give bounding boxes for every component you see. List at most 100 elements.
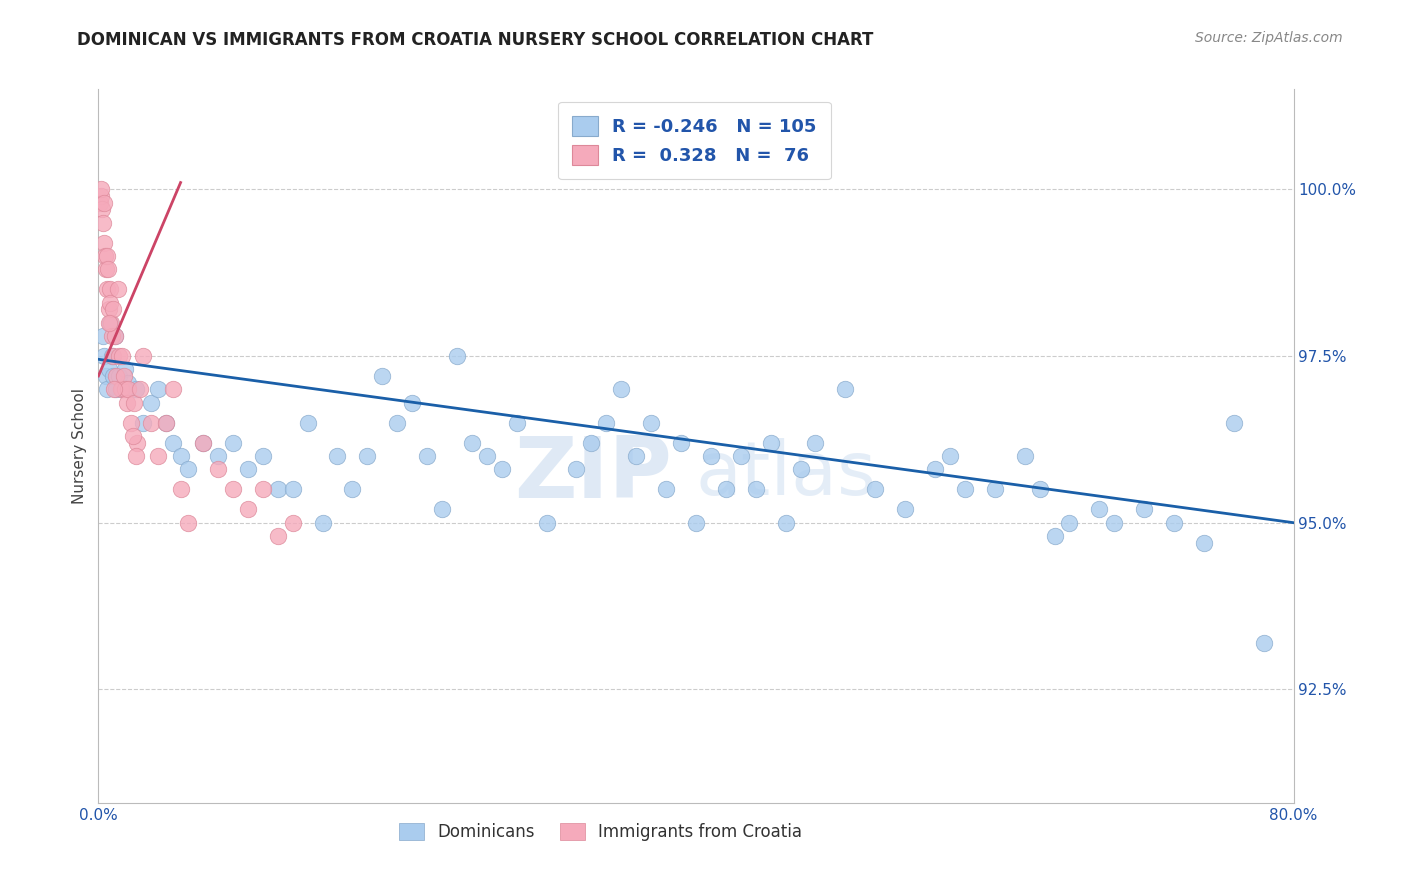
Point [669, 435, 692, 450]
Point [281, 516, 304, 530]
Point [222, 483, 245, 497]
Point [1133, 502, 1156, 516]
Point [97, 302, 120, 317]
Point [342, 483, 364, 497]
Point [132, 349, 155, 363]
Point [125, 382, 148, 396]
Point [789, 462, 811, 476]
Point [97, 262, 120, 277]
Point [475, 449, 498, 463]
Point [91, 329, 114, 343]
Point [385, 416, 409, 430]
Point [90, 189, 112, 203]
Point [110, 382, 132, 396]
Point [124, 395, 146, 409]
Point [139, 416, 162, 430]
Point [610, 382, 633, 396]
Point [121, 429, 143, 443]
Point [236, 462, 259, 476]
Point [169, 449, 191, 463]
Point [1253, 636, 1275, 650]
Point [103, 349, 125, 363]
Point [103, 368, 125, 383]
Point [162, 382, 184, 396]
Point [94, 249, 117, 263]
Point [281, 483, 304, 497]
Point [626, 449, 648, 463]
Point [117, 376, 139, 390]
Point [865, 483, 887, 497]
Point [132, 416, 155, 430]
Point [89, 195, 111, 210]
Point [371, 368, 394, 383]
Point [356, 449, 378, 463]
Point [93, 235, 115, 250]
Point [108, 368, 131, 383]
Point [98, 316, 122, 330]
Y-axis label: Nursery School: Nursery School [72, 388, 87, 504]
Point [984, 483, 1007, 497]
Point [745, 483, 768, 497]
Point [98, 282, 121, 296]
Point [924, 462, 946, 476]
Point [207, 449, 229, 463]
Point [107, 282, 129, 296]
Point [222, 435, 245, 450]
Point [108, 349, 131, 363]
Point [98, 295, 122, 310]
Point [96, 282, 118, 296]
Point [491, 462, 513, 476]
Point [655, 483, 678, 497]
Point [953, 483, 976, 497]
Point [1014, 449, 1036, 463]
Point [91, 216, 114, 230]
Point [536, 516, 558, 530]
Text: DOMINICAN VS IMMIGRANTS FROM CROATIA NURSERY SCHOOL CORRELATION CHART: DOMINICAN VS IMMIGRANTS FROM CROATIA NUR… [77, 31, 873, 49]
Point [162, 435, 184, 450]
Point [101, 329, 124, 343]
Point [103, 382, 125, 396]
Point [326, 449, 349, 463]
Point [104, 329, 127, 343]
Point [939, 449, 962, 463]
Point [461, 435, 484, 450]
Point [148, 382, 170, 396]
Point [730, 449, 752, 463]
Point [115, 395, 138, 409]
Point [139, 395, 162, 409]
Point [685, 516, 707, 530]
Point [834, 382, 856, 396]
Point [97, 362, 120, 376]
Point [93, 195, 115, 210]
Point [1088, 502, 1111, 516]
Point [93, 349, 115, 363]
Point [236, 502, 259, 516]
Point [207, 462, 229, 476]
Point [111, 349, 134, 363]
Point [700, 449, 723, 463]
Point [416, 449, 439, 463]
Point [506, 416, 529, 430]
Point [91, 202, 114, 217]
Point [101, 349, 124, 363]
Point [104, 329, 127, 343]
Point [267, 529, 290, 543]
Point [1028, 483, 1050, 497]
Point [191, 435, 214, 450]
Point [111, 382, 134, 396]
Point [595, 416, 617, 430]
Point [267, 483, 290, 497]
Point [565, 462, 588, 476]
Point [1043, 529, 1066, 543]
Point [1223, 416, 1246, 430]
Point [252, 483, 274, 497]
Point [114, 382, 136, 396]
Point [105, 382, 128, 396]
Point [252, 449, 274, 463]
Point [446, 349, 468, 363]
Point [90, 182, 112, 196]
Point [1059, 516, 1081, 530]
Point [759, 435, 782, 450]
Point [129, 382, 152, 396]
Point [297, 416, 319, 430]
